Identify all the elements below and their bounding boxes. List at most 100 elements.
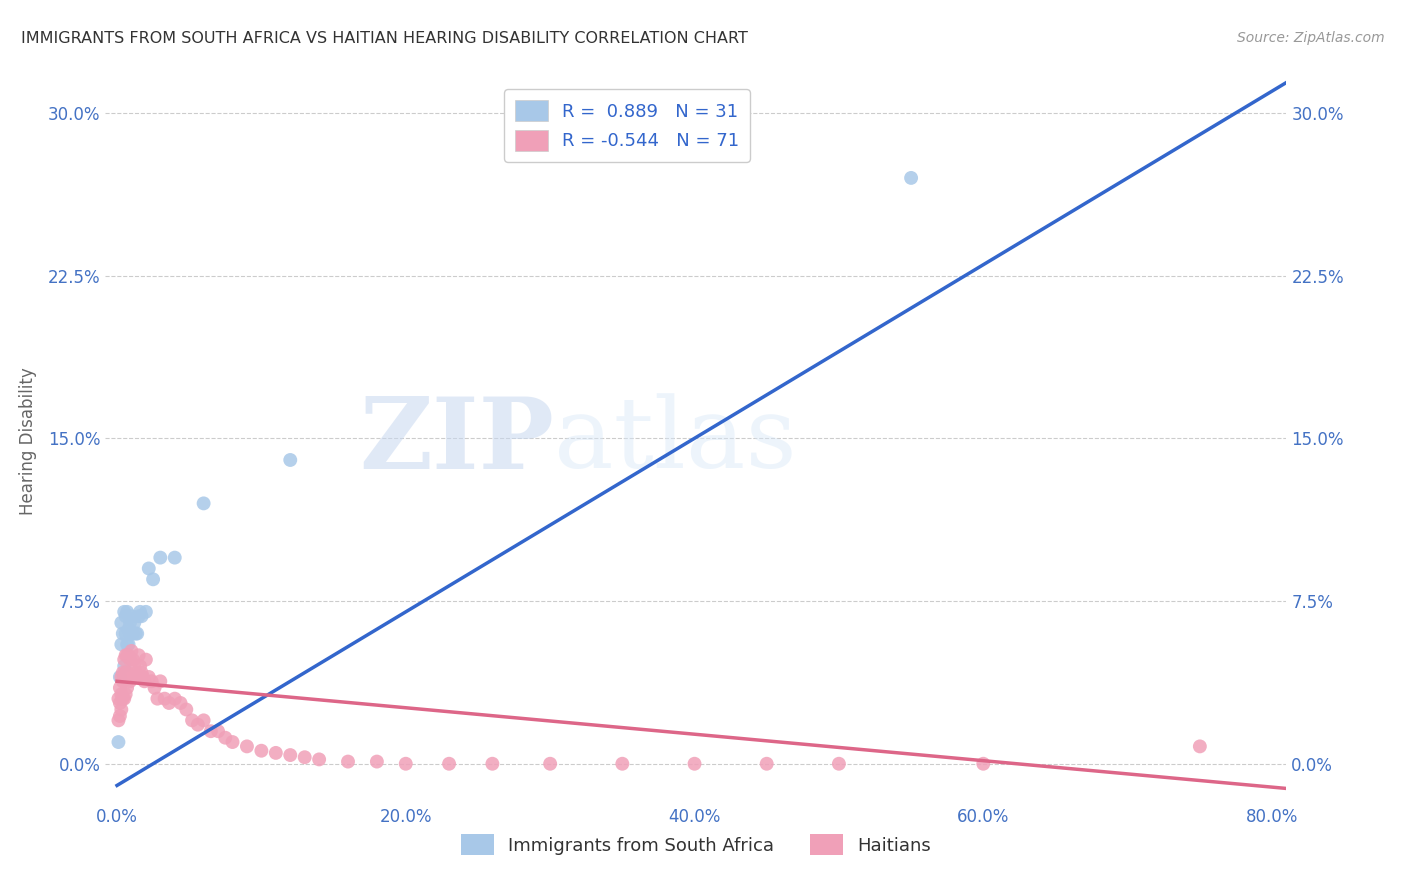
- Point: [294, 750, 316, 764]
- Point: [108, 709, 131, 723]
- Point: [110, 702, 132, 716]
- Point: [110, 670, 132, 684]
- Point: [250, 744, 273, 758]
- Point: [120, 670, 142, 684]
- Point: [138, 670, 160, 684]
- Point: [107, 691, 129, 706]
- Point: [110, 687, 132, 701]
- Point: [115, 648, 138, 663]
- Point: [118, 652, 141, 666]
- Point: [122, 652, 145, 666]
- Point: [149, 674, 172, 689]
- Point: [366, 755, 388, 769]
- Point: [337, 755, 360, 769]
- Point: [538, 756, 561, 771]
- Point: [187, 717, 209, 731]
- Point: [117, 670, 139, 684]
- Point: [118, 626, 141, 640]
- Point: [141, 674, 163, 689]
- Point: [115, 637, 138, 651]
- Point: [118, 674, 141, 689]
- Point: [125, 626, 148, 640]
- Point: [278, 747, 301, 762]
- Point: [193, 714, 215, 728]
- Point: [163, 691, 186, 706]
- Point: [107, 714, 129, 728]
- Point: [111, 674, 134, 689]
- Point: [169, 696, 191, 710]
- Point: [131, 609, 153, 624]
- Point: [481, 756, 503, 771]
- Point: [111, 665, 134, 680]
- Text: atlas: atlas: [554, 393, 797, 490]
- Point: [129, 659, 152, 673]
- Point: [163, 550, 186, 565]
- Point: [157, 696, 180, 710]
- Text: ZIP: ZIP: [360, 393, 554, 490]
- Point: [114, 609, 136, 624]
- Point: [112, 670, 135, 684]
- Point: [193, 496, 215, 510]
- Point: [125, 665, 148, 680]
- Point: [200, 724, 222, 739]
- Point: [110, 615, 132, 630]
- Point: [127, 670, 149, 684]
- Point: [437, 756, 460, 771]
- Point: [207, 724, 229, 739]
- Y-axis label: Hearing Disability: Hearing Disability: [18, 368, 37, 516]
- Point: [115, 681, 138, 695]
- Point: [117, 637, 139, 651]
- Point: [128, 609, 150, 624]
- Point: [149, 550, 172, 565]
- Text: Source: ZipAtlas.com: Source: ZipAtlas.com: [1237, 31, 1385, 45]
- Point: [131, 665, 153, 680]
- Point: [828, 756, 851, 771]
- Point: [308, 752, 330, 766]
- Point: [176, 702, 198, 716]
- Point: [128, 648, 150, 663]
- Point: [1188, 739, 1211, 754]
- Point: [127, 626, 149, 640]
- Point: [108, 696, 131, 710]
- Point: [122, 626, 145, 640]
- Point: [129, 605, 152, 619]
- Point: [900, 170, 922, 185]
- Point: [114, 648, 136, 663]
- Point: [114, 665, 136, 680]
- Point: [278, 453, 301, 467]
- Point: [120, 609, 142, 624]
- Point: [138, 561, 160, 575]
- Point: [111, 691, 134, 706]
- Point: [143, 681, 166, 695]
- Text: IMMIGRANTS FROM SOUTH AFRICA VS HAITIAN HEARING DISABILITY CORRELATION CHART: IMMIGRANTS FROM SOUTH AFRICA VS HAITIAN …: [21, 31, 748, 46]
- Point: [111, 626, 134, 640]
- Point: [134, 674, 156, 689]
- Point: [135, 652, 157, 666]
- Point: [683, 756, 706, 771]
- Point: [135, 605, 157, 619]
- Point: [972, 756, 994, 771]
- Point: [153, 691, 176, 706]
- Point: [264, 746, 287, 760]
- Point: [120, 644, 142, 658]
- Point: [395, 756, 418, 771]
- Point: [124, 659, 146, 673]
- Point: [118, 615, 141, 630]
- Point: [107, 735, 129, 749]
- Point: [124, 615, 146, 630]
- Point: [112, 659, 135, 673]
- Point: [108, 681, 131, 695]
- Point: [214, 731, 236, 745]
- Point: [114, 687, 136, 701]
- Point: [112, 605, 135, 619]
- Point: [755, 756, 778, 771]
- Point: [142, 572, 165, 586]
- Point: [112, 691, 135, 706]
- Point: [108, 670, 131, 684]
- Point: [612, 756, 634, 771]
- Point: [110, 637, 132, 651]
- Point: [115, 605, 138, 619]
- Point: [117, 648, 139, 663]
- Point: [112, 652, 135, 666]
- Point: [181, 714, 204, 728]
